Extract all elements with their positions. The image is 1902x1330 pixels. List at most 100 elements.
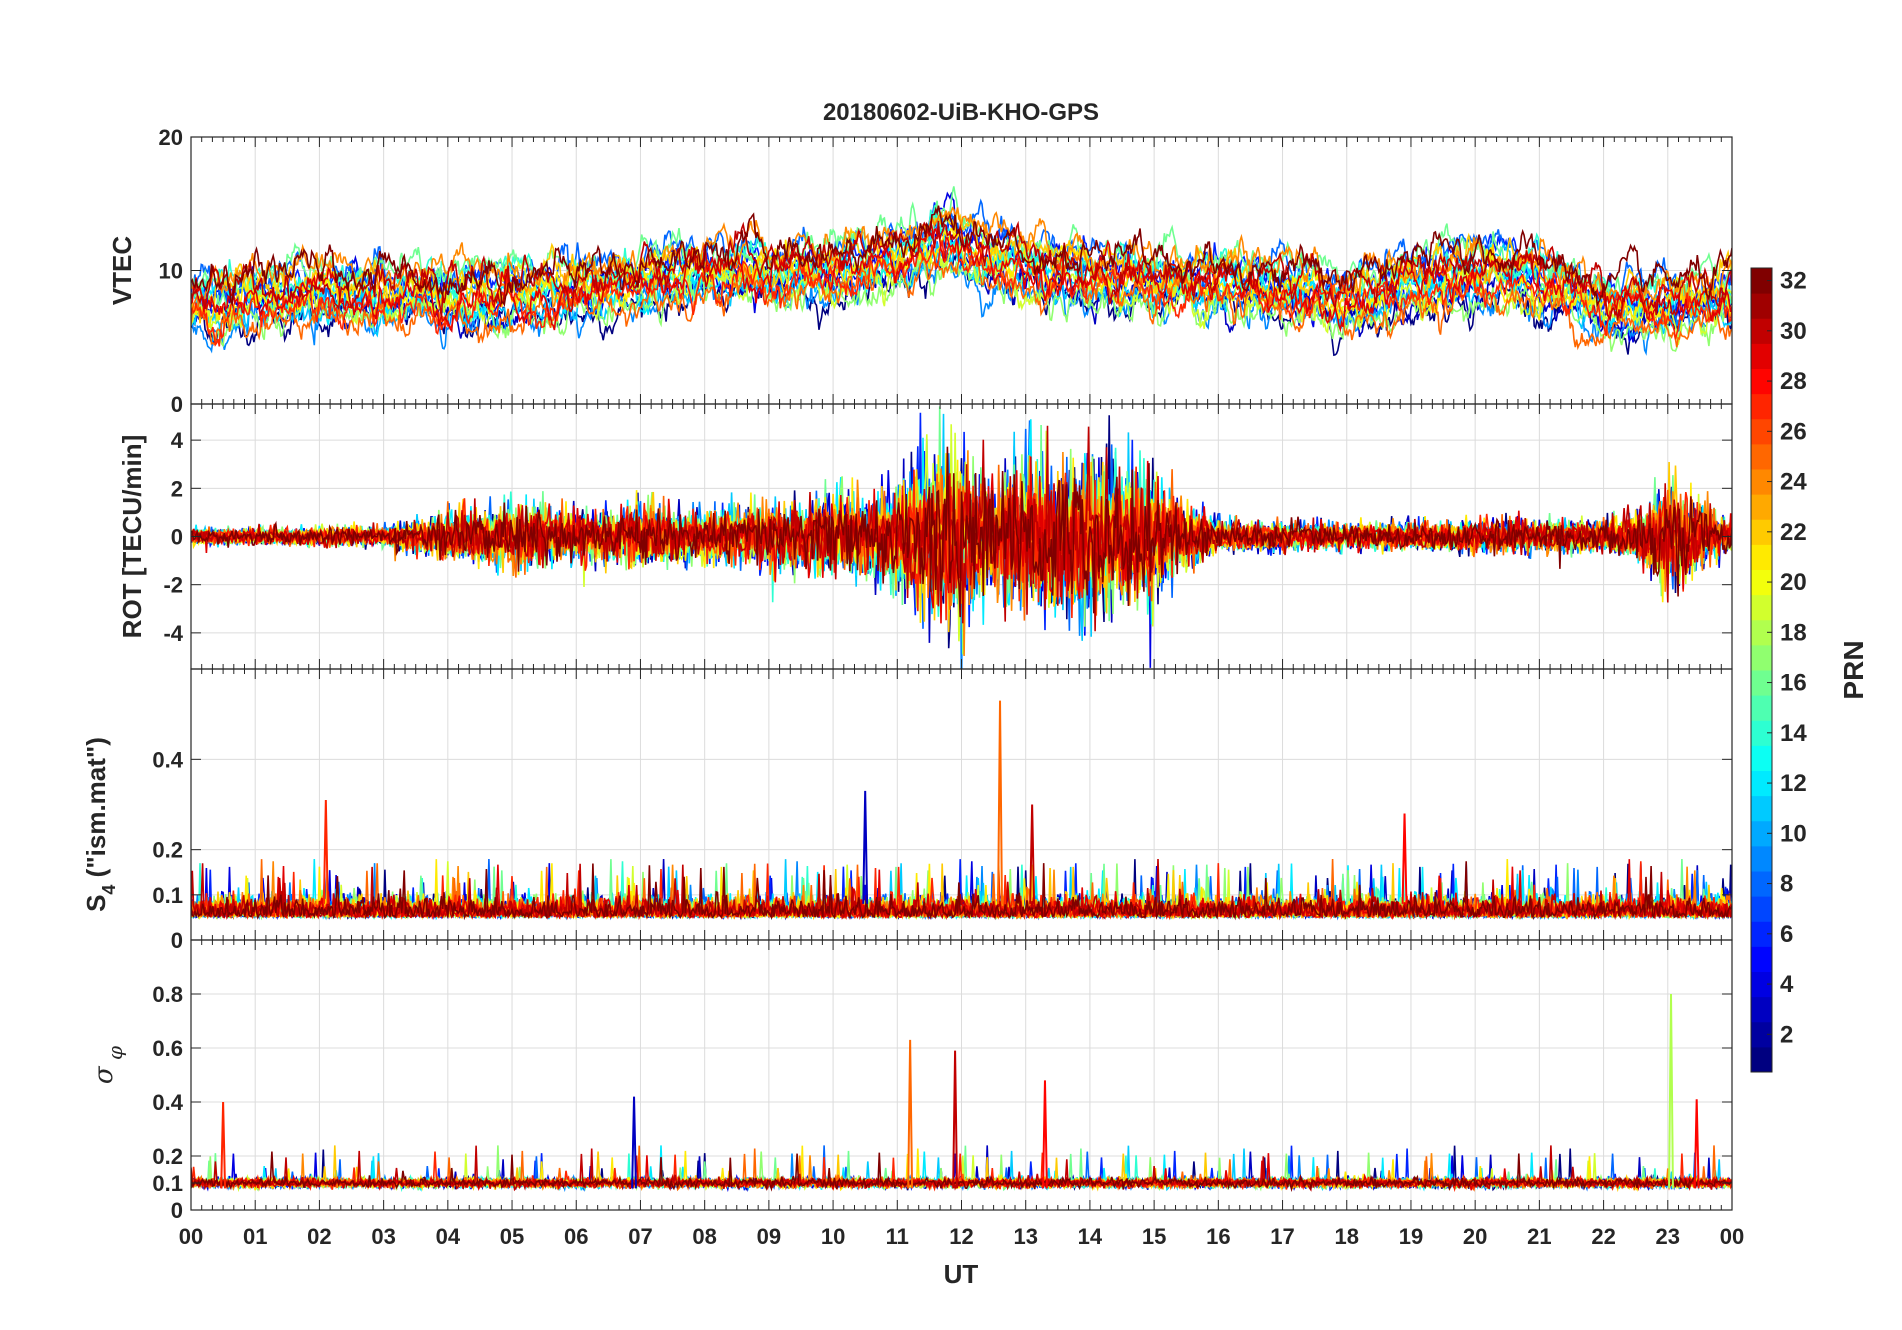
series-line-prn-32 [191, 861, 1732, 921]
colorbar-tick-label: 32 [1780, 268, 1807, 295]
y-axis-label: S4 ("ism.mat") [81, 737, 119, 912]
y-tick-label: 0.1 [152, 883, 183, 908]
x-tick-label: 15 [1142, 1224, 1166, 1249]
y-axis-label: VTEC [107, 236, 137, 306]
colorbar-tick-label: 2 [1780, 1021, 1793, 1048]
colorbar-segment [1751, 770, 1772, 797]
colorbar-tick-label: 22 [1780, 519, 1807, 546]
x-tick-label: 23 [1656, 1224, 1680, 1249]
x-tick-label: 02 [307, 1224, 331, 1249]
peak-mark [862, 790, 869, 904]
colorbar-segment [1751, 745, 1772, 771]
y-tick-label: -2 [163, 573, 183, 598]
y-tick-label: 0.1 [152, 1171, 183, 1196]
chart-title: 20180602-UiB-KHO-GPS [823, 99, 1099, 126]
panel-rot: -4 -2 0 2 4 ROT [TECU/min] [117, 403, 1733, 670]
series-line-prn-30 [191, 220, 1732, 322]
x-tick-label: 19 [1399, 1224, 1423, 1249]
y-tick-label: 2 [171, 476, 183, 501]
series-line-prn-32 [191, 1151, 1732, 1193]
y-axis-label: σ φ [89, 1046, 127, 1084]
colorbar-tick-label: 12 [1780, 770, 1807, 797]
colorbar-segment [1751, 820, 1772, 847]
peak-mark [1401, 813, 1408, 904]
colorbar-segment [1751, 1021, 1772, 1048]
series-group [191, 186, 1732, 357]
colorbar-segment [1751, 594, 1772, 621]
peak-mark [907, 1039, 914, 1189]
x-axis-label: UT [944, 1259, 979, 1289]
peak-mark [322, 799, 329, 904]
series-line-prn-27 [191, 238, 1732, 347]
peak-mark [1693, 1099, 1700, 1189]
colorbar-tick-label: 10 [1780, 820, 1807, 847]
x-tick-label: 11 [886, 1224, 909, 1249]
x-tick-label: 03 [371, 1224, 395, 1249]
y-tick-label: 20 [159, 125, 183, 150]
colorbar-tick-label: 18 [1780, 619, 1807, 646]
colorbar-segment [1751, 368, 1772, 395]
series-line-prn-29 [191, 221, 1732, 333]
colorbar-label: PRN [1838, 640, 1869, 699]
colorbar-segment [1751, 343, 1772, 369]
colorbar-tick-label: 14 [1780, 720, 1807, 747]
colorbar-segment [1751, 393, 1772, 420]
colorbar-segment [1751, 644, 1772, 671]
panel-sigma_phi: 00.10.2 0.4 0.6 0.8 σ φ 00 01 02 03 04 05 06 07 08 09 1… [89, 939, 1744, 1249]
colorbar-segment [1751, 921, 1772, 947]
colorbar-tick-label: 6 [1780, 921, 1793, 948]
y-tick-label: 0.4 [152, 747, 183, 772]
y-tick-label: 0 [171, 525, 183, 550]
colorbar-segment [1751, 896, 1772, 922]
x-tick-label: 16 [1206, 1224, 1230, 1249]
colorbar-segment [1751, 971, 1772, 998]
panel-vtec: 0 10 20 VTEC [107, 125, 1733, 417]
x-tick-label: 07 [628, 1224, 652, 1249]
series-group [191, 406, 1732, 669]
series-group [191, 993, 1732, 1193]
x-tick-label: 21 [1527, 1224, 1551, 1249]
colorbar-segment [1751, 845, 1772, 872]
x-tick-label: 20 [1463, 1224, 1487, 1249]
colorbar-segment [1751, 443, 1772, 470]
y-tick-label: 0.2 [152, 838, 183, 863]
y-tick-label: 0 [171, 392, 183, 417]
peak-mark [631, 1096, 637, 1189]
colorbar-tick-label: 26 [1780, 418, 1807, 445]
colorbar-segment [1751, 996, 1772, 1023]
y-axis-label: ROT [TECU/min] [117, 435, 147, 639]
colorbar-segment [1751, 469, 1772, 495]
y-tick-label: -4 [163, 621, 183, 646]
x-tick-label: 13 [1013, 1224, 1037, 1249]
colorbar-segment [1751, 418, 1772, 445]
peak-mark [1668, 993, 1674, 1189]
colorbar-tick-label: 8 [1780, 871, 1793, 898]
x-tick-label: 04 [436, 1224, 461, 1249]
y-tick-label: 10 [159, 259, 183, 284]
panel-s4: 0 0.1 0.2 0.4 S4 ("ism.mat") [81, 668, 1733, 953]
colorbar-tick-label: 16 [1780, 670, 1807, 697]
peak-mark [997, 700, 1003, 904]
colorbar-segment [1751, 695, 1772, 721]
colorbar-tick-label: 4 [1780, 971, 1794, 998]
x-tick-label: 12 [949, 1224, 973, 1249]
colorbar-tick-label: 24 [1780, 469, 1807, 496]
peak-mark [952, 1050, 959, 1189]
x-tick-label: 10 [821, 1224, 845, 1249]
x-tick-label: 17 [1270, 1224, 1294, 1249]
peak-mark [1042, 1080, 1048, 1189]
colorbar-segment [1751, 670, 1772, 696]
series-line-prn-3 [191, 228, 1732, 339]
colorbar-segment [1751, 795, 1772, 822]
peak-mark [220, 1101, 227, 1189]
colorbar-tick-label: 20 [1780, 569, 1807, 596]
x-tick-label: 14 [1078, 1224, 1103, 1249]
colorbar-segment [1751, 268, 1772, 294]
y-tick-label: 4 [171, 428, 184, 453]
x-tick-label: 22 [1591, 1224, 1615, 1249]
y-tick-label: 0.4 [152, 1090, 183, 1115]
colorbar-segment [1751, 494, 1772, 520]
colorbar-segment [1751, 720, 1772, 746]
colorbar-segment [1751, 519, 1772, 545]
